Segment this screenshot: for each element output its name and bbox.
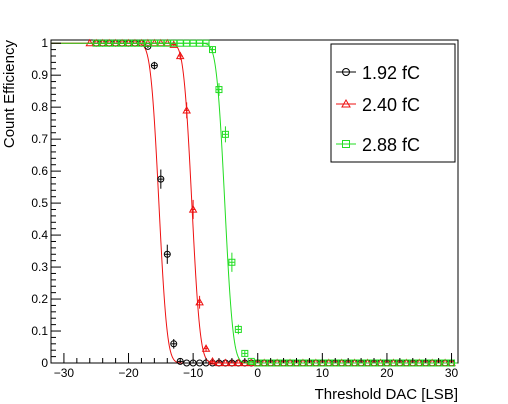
legend-label-2-40fc: 2.40 fC <box>362 95 420 115</box>
y-tick-label: 0.1 <box>31 324 48 338</box>
data-point-2-40fc <box>169 40 179 48</box>
data-point-2-88fc <box>234 325 242 333</box>
legend-marker-2-40fc <box>341 98 351 108</box>
data-point-2-40fc <box>234 358 243 367</box>
x-tick-label: −30 <box>54 366 75 380</box>
data-point-1-92fc <box>157 175 165 183</box>
y-axis-ticks: 0 0.1 0.2 0.3 0.4 0.5 0.6 0.7 0.8 0.9 1 <box>31 36 61 370</box>
x-tick-label: −20 <box>118 366 139 380</box>
data-point-1-92fc <box>170 340 178 348</box>
x-tick-label: −10 <box>183 366 204 380</box>
y-tick-label: 0.5 <box>31 196 48 210</box>
data-point-2-40fc <box>221 358 230 367</box>
y-tick-label: 0 <box>41 356 48 370</box>
legend-label-1-92fc: 1.92 fC <box>362 63 420 83</box>
y-tick-label: 0.2 <box>31 292 48 306</box>
data-point-2-40fc <box>214 358 224 367</box>
data-point-2-40fc <box>175 51 185 60</box>
legend-marker-1-92fc <box>342 68 350 76</box>
y-tick-label: 0.4 <box>31 228 48 242</box>
x-axis-ticks: −30 −20 −10 0 10 20 30 <box>50 353 459 380</box>
data-point-2-88fc <box>221 130 229 138</box>
y-tick-label: 0.3 <box>31 260 48 274</box>
data-point-2-40fc <box>208 356 217 365</box>
data-point-2-88fc <box>202 39 210 47</box>
x-tick-label: 0 <box>254 366 261 380</box>
x-tick-label: 10 <box>316 366 330 380</box>
y-tick-label: 0.6 <box>31 164 48 178</box>
data-point-2-88fc <box>228 258 236 266</box>
data-point-2-88fc <box>215 86 223 94</box>
y-tick-label: 1 <box>41 36 48 50</box>
legend-entries <box>336 68 356 148</box>
chart-marks <box>51 38 458 367</box>
data-point-2-40fc <box>227 358 237 367</box>
y-tick-label: 0.8 <box>31 100 48 114</box>
y-tick-label: 0.9 <box>31 68 48 82</box>
data-point-2-40fc <box>182 105 191 114</box>
legend-box <box>330 43 456 163</box>
data-point-2-40fc <box>188 205 198 213</box>
data-point-2-40fc <box>195 297 204 306</box>
y-tick-label: 0.7 <box>31 132 48 146</box>
data-point-2-88fc <box>241 349 249 357</box>
x-tick-label: 20 <box>380 366 394 380</box>
x-axis-title: Threshold DAC [LSB] <box>315 386 458 403</box>
data-point-1-92fc <box>163 250 171 258</box>
data-point-1-92fc <box>150 62 158 70</box>
legend-label-2-88fc: 2.88 fC <box>362 135 420 155</box>
legend-marker-2-88fc <box>342 140 350 148</box>
data-point-2-40fc <box>201 344 211 352</box>
x-tick-label: 30 <box>445 366 459 380</box>
legend: 1.92 fC 2.40 fC 2.88 fC <box>330 43 456 163</box>
data-point-2-88fc <box>209 46 217 54</box>
y-axis-title: Count Efficiency <box>1 40 18 149</box>
